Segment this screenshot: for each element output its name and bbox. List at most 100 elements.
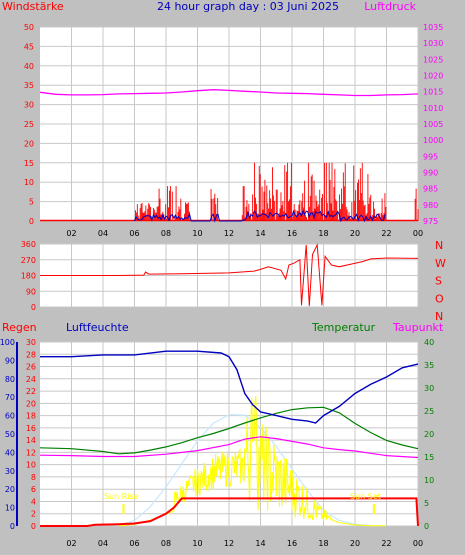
tick-label-wind: 15 (24, 159, 34, 168)
tick-label-direction: 360 (21, 240, 36, 249)
tick-label-humidity: 40 (5, 448, 15, 457)
humidity-line (40, 350, 419, 424)
tick-label-humidity: 20 (5, 485, 15, 494)
tick-label-direction: 90 (26, 287, 36, 296)
tick-label-direction: 0 (31, 303, 36, 312)
tick-label-rain: 18 (26, 412, 36, 421)
x-tick-label: 20 (350, 229, 360, 238)
compass-label: S (435, 275, 442, 288)
tick-label-rain: 6 (31, 485, 36, 494)
tick-label-wind: 0 (29, 217, 34, 226)
compass-label: N (435, 310, 443, 323)
tick-label-rain: 30 (26, 338, 36, 347)
pressure-axis-label: Luftdruck (364, 0, 416, 13)
tick-label-temperature: 15 (424, 453, 434, 462)
x-tick-label: 04 (98, 539, 108, 548)
tick-label-pressure: 1025 (423, 55, 443, 64)
tick-label-pressure: 995 (423, 152, 438, 161)
temperature-line (39, 406, 419, 455)
tick-label-rain: 14 (26, 436, 36, 445)
tick-label-wind: 40 (24, 62, 34, 71)
x-tick-label: 12 (224, 229, 234, 238)
tick-label-rain: 8 (31, 473, 36, 482)
x-tick-label: 04 (98, 229, 108, 238)
x-tick-label: 14 (255, 229, 265, 238)
tick-label-pressure: 975 (423, 217, 438, 226)
x-tick-label: 16 (287, 539, 297, 548)
tick-label-humidity: 90 (5, 356, 15, 365)
legend-humidity: Luftfeuchte (66, 321, 129, 334)
x-tick-label: 22 (381, 539, 391, 548)
tick-label-rain: 10 (26, 461, 36, 470)
legend-dewpoint: Taupunkt (392, 321, 444, 334)
wind-direction-line (40, 243, 419, 307)
tick-label-temperature: 30 (424, 384, 434, 393)
tick-label-rain: 2 (31, 510, 36, 519)
tick-label-wind: 5 (29, 198, 34, 207)
x-tick-label: 18 (318, 539, 328, 548)
x-tick-label: 06 (129, 539, 139, 548)
tick-label-direction: 270 (21, 256, 36, 265)
legend-rain: Regen (2, 321, 37, 334)
tick-label-wind: 30 (24, 101, 34, 110)
tick-label-temperature: 5 (424, 499, 429, 508)
x-tick-label: 06 (129, 229, 139, 238)
tick-label-pressure: 980 (423, 201, 438, 210)
tick-label-wind: 50 (24, 23, 34, 32)
x-tick-label: 02 (66, 229, 76, 238)
x-tick-label: 08 (161, 229, 171, 238)
tick-label-temperature: 25 (424, 407, 434, 416)
x-tick-label: 14 (255, 539, 265, 548)
tick-label-pressure: 1005 (423, 120, 443, 129)
tick-label-pressure: 1000 (423, 136, 443, 145)
solar-max-line (118, 414, 371, 527)
tick-label-temperature: 0 (424, 522, 429, 531)
tick-label-humidity: 60 (5, 412, 15, 421)
tick-label-wind: 45 (24, 42, 34, 51)
x-tick-label: 18 (318, 229, 328, 238)
tick-label-rain: 20 (26, 399, 36, 408)
tick-label-rain: 22 (26, 387, 36, 396)
tick-label-humidity: 0 (10, 522, 15, 531)
wind-speed-axis-label: Windstärke (2, 0, 64, 13)
x-tick-label: 02 (66, 539, 76, 548)
tick-label-temperature: 35 (424, 361, 434, 370)
tick-label-pressure: 1010 (423, 104, 443, 113)
x-tick-label: 22 (381, 229, 391, 238)
tick-label-direction: 180 (21, 272, 36, 281)
x-tick-label: 20 (350, 539, 360, 548)
x-tick-label: 00 (413, 229, 423, 238)
x-tick-label: 00 (413, 539, 423, 548)
tick-label-humidity: 80 (5, 375, 15, 384)
x-tick-label: 12 (224, 539, 234, 548)
compass-label: N (435, 239, 443, 252)
tick-label-rain: 4 (31, 497, 36, 506)
tick-label-rain: 16 (26, 424, 36, 433)
compass-label: W (435, 257, 446, 270)
x-tick-label: 16 (287, 229, 297, 238)
legend-temperature: Temperatur (311, 321, 376, 334)
tick-label-temperature: 10 (424, 476, 434, 485)
tick-label-rain: 12 (26, 448, 36, 457)
tick-label-wind: 20 (24, 139, 34, 148)
tick-label-temperature: 40 (424, 338, 434, 347)
tick-label-pressure: 1035 (423, 23, 443, 32)
tick-label-pressure: 1030 (423, 39, 443, 48)
tick-label-wind: 35 (24, 81, 34, 90)
wind-gust-line (134, 209, 386, 223)
rain-line (40, 497, 419, 527)
tick-label-wind: 25 (24, 120, 34, 129)
tick-label-pressure: 1020 (423, 72, 443, 81)
tick-label-rain: 26 (26, 363, 36, 372)
x-tick-label: 10 (192, 539, 202, 548)
x-tick-label: 10 (192, 229, 202, 238)
tick-label-rain: 24 (26, 375, 36, 384)
tick-label-humidity: 100 (0, 338, 15, 347)
sunset-label: Sun Set (350, 492, 381, 501)
compass-label: O (435, 292, 444, 305)
tick-label-temperature: 20 (424, 430, 434, 439)
pressure-line (39, 89, 419, 97)
